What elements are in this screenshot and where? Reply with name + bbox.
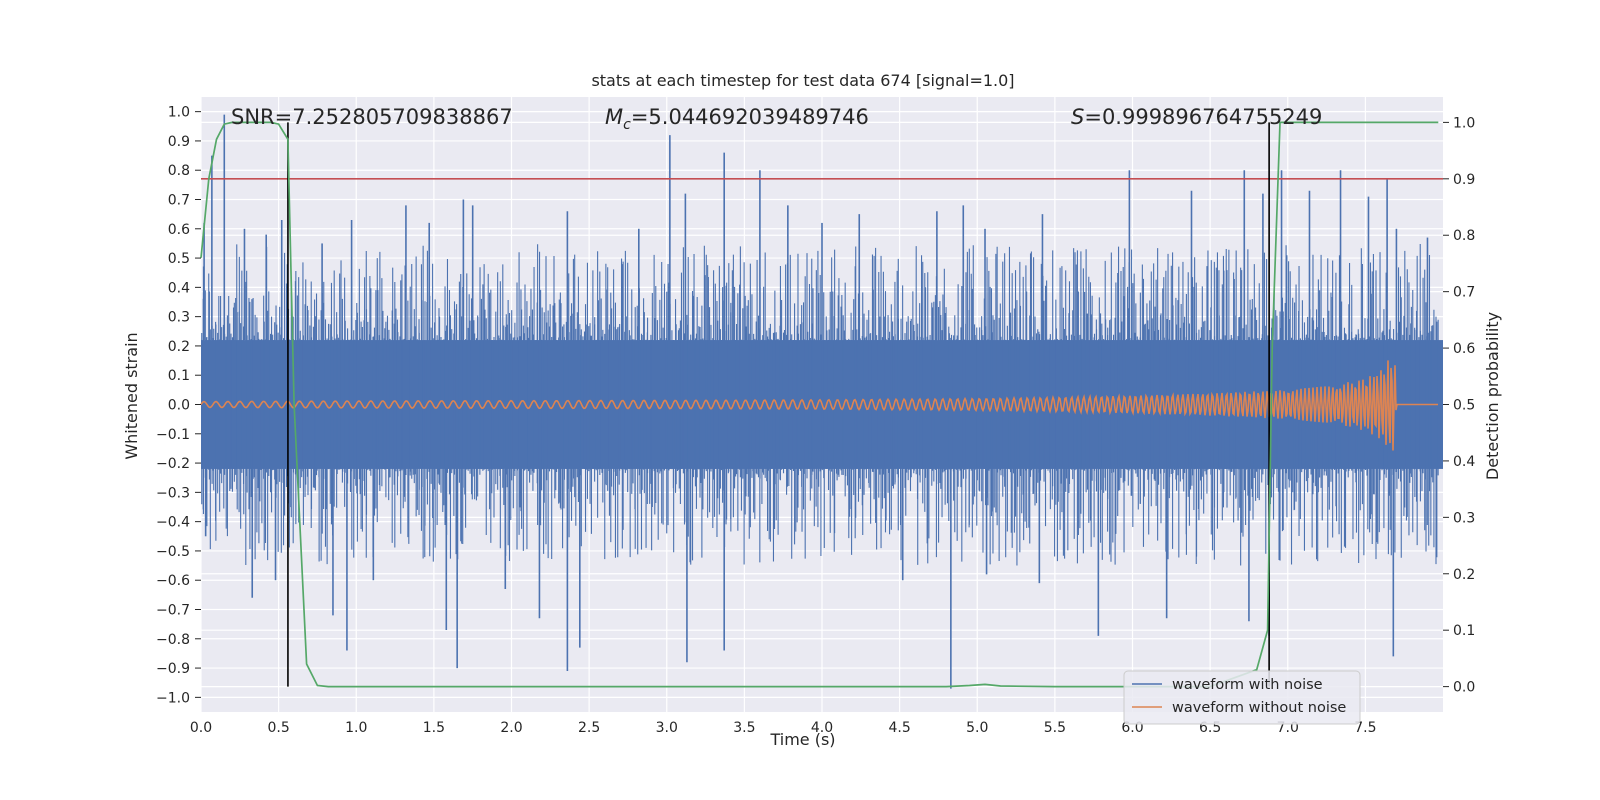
y-tick-label: 0.7 <box>168 193 190 209</box>
y-tick-label: −0.3 <box>156 485 190 501</box>
y-tick-label: 0.5 <box>168 251 190 267</box>
y-tick-label: 0.8 <box>168 163 190 179</box>
x-tick-label: 5.0 <box>966 720 988 736</box>
x-tick-label: 2.5 <box>578 720 600 736</box>
y2-tick-label: 0.7 <box>1453 285 1475 301</box>
y-tick-label: −0.1 <box>156 427 190 443</box>
y-tick-label: 1.0 <box>168 105 190 121</box>
x-tick-label: 5.5 <box>1044 720 1066 736</box>
x-tick-label: 0.0 <box>190 720 212 736</box>
y-tick-label: −0.8 <box>156 632 190 648</box>
legend-label-noise: waveform with noise <box>1172 677 1323 693</box>
y-tick-label: −1.0 <box>156 690 190 706</box>
chirp-mass-annotation: Mc=5.044692039489746 <box>605 105 869 133</box>
y2-tick-label: 0.2 <box>1453 567 1475 583</box>
y-tick-label: 0.1 <box>168 368 190 384</box>
chirp-mass-value: =5.044692039489746 <box>631 105 869 129</box>
y-tick-label: 0.2 <box>168 339 190 355</box>
y2-tick-label: 0.0 <box>1453 680 1475 696</box>
s-statistic-annotation: S=0.999896764755249 <box>1071 105 1322 129</box>
legend: waveform with noise waveform without noi… <box>1123 670 1361 725</box>
y-axis-label: Whitened strain <box>122 332 141 459</box>
y-tick-label: −0.4 <box>156 515 190 531</box>
legend-frame <box>1123 670 1361 725</box>
chirp-mass-subscript: c <box>623 117 631 133</box>
y-tick-label: 0.4 <box>168 280 190 296</box>
x-axis-label: Time (s) <box>769 730 835 749</box>
x-tick-label: 7.5 <box>1354 720 1376 736</box>
y2-tick-label: 1.0 <box>1453 115 1475 131</box>
clean-waveform-line <box>200 360 1438 451</box>
detection-probability-line <box>200 121 1439 688</box>
detection-probability-layer <box>200 121 1439 688</box>
y2-tick-label: 0.3 <box>1453 510 1475 526</box>
reference-lines-layer <box>201 122 1443 687</box>
y-tick-label: −0.6 <box>156 573 190 589</box>
x-tick-label: 1.5 <box>423 720 445 736</box>
y2-tick-label: 0.8 <box>1453 228 1475 244</box>
y-tick-label: −0.2 <box>156 456 190 472</box>
chirp-mass-symbol: M <box>605 105 623 129</box>
x-tick-label: 0.5 <box>267 720 289 736</box>
y-tick-label: 0.3 <box>168 310 190 326</box>
s-statistic-symbol: S <box>1071 105 1084 129</box>
y-tick-label: 0.0 <box>168 398 190 414</box>
y2-axis-label: Detection probability <box>1483 312 1502 480</box>
axis-ticks: 0.0 0.5 1.0 1.5 2.0 2.5 3.0 3.5 4.0 4.5 5.0 5.5 6.0 6… <box>156 105 1475 736</box>
y-tick-label: −0.9 <box>156 661 190 677</box>
x-tick-label: 3.0 <box>656 720 678 736</box>
y2-tick-label: 0.1 <box>1453 623 1475 639</box>
s-statistic-value: =0.999896764755249 <box>1084 105 1322 129</box>
x-tick-label: 4.0 <box>811 720 833 736</box>
y-tick-label: −0.5 <box>156 544 190 560</box>
y-tick-label: −0.7 <box>156 603 190 619</box>
chart-title: stats at each timestep for test data 674… <box>591 71 1014 90</box>
y-tick-label: 0.9 <box>168 134 190 150</box>
y2-tick-label: 0.9 <box>1453 172 1475 188</box>
waveform-without-noise-layer <box>200 360 1438 451</box>
legend-label-clean: waveform without noise <box>1172 700 1346 716</box>
y-tick-label: 0.6 <box>168 222 190 238</box>
y2-tick-label: 0.4 <box>1453 454 1475 470</box>
snr-annotation: SNR=7.252805709838867 <box>231 105 513 129</box>
y2-tick-label: 0.5 <box>1453 398 1475 414</box>
x-tick-label: 2.0 <box>500 720 522 736</box>
x-tick-label: 4.5 <box>888 720 910 736</box>
x-tick-label: 3.5 <box>733 720 755 736</box>
x-tick-label: 1.0 <box>345 720 367 736</box>
y2-tick-label: 0.6 <box>1453 341 1475 357</box>
